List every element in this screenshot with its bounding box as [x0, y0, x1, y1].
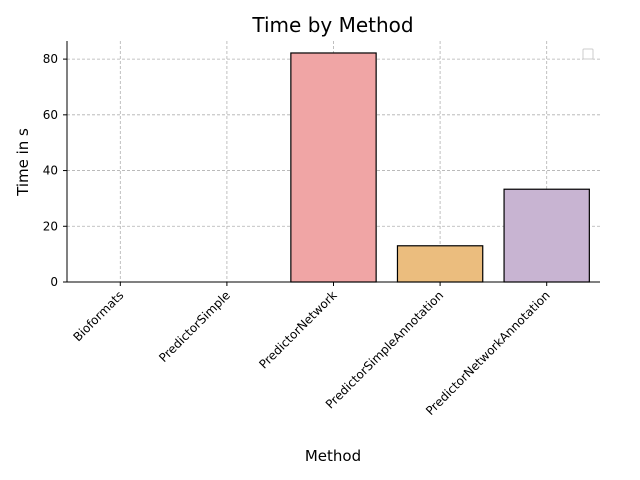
y-tick-label: 80: [43, 52, 58, 66]
y-tick-label: 0: [50, 275, 58, 289]
y-tick-label: 60: [43, 108, 58, 122]
bar-PredictorNetworkAnnotation: [503, 188, 590, 283]
x-axis-label: Method: [305, 447, 361, 465]
y-ticks: 0 20 40 60 80: [43, 52, 67, 289]
x-ticks: Bioformats PredictorSimple PredictorNetwor…: [70, 282, 553, 418]
bars: [290, 52, 590, 283]
bar-PredictorSimpleAnnotation: [396, 245, 484, 283]
x-tick-label: PredictorSimple: [156, 288, 233, 365]
x-tick-label: PredictorSimpleAnnotation: [323, 288, 446, 411]
bar-PredictorNetwork: [290, 52, 377, 283]
chart-title: Time by Method: [251, 13, 413, 37]
x-tick-label: Bioformats: [70, 288, 126, 344]
y-tick-label: 20: [43, 219, 58, 233]
y-axis-label: Time in s: [14, 128, 32, 197]
x-tick-label: PredictorNetworkAnnotation: [423, 288, 553, 418]
x-tick-label: PredictorNetwork: [256, 288, 339, 371]
legend-box: [582, 48, 594, 60]
y-tick-label: 40: [43, 164, 58, 178]
